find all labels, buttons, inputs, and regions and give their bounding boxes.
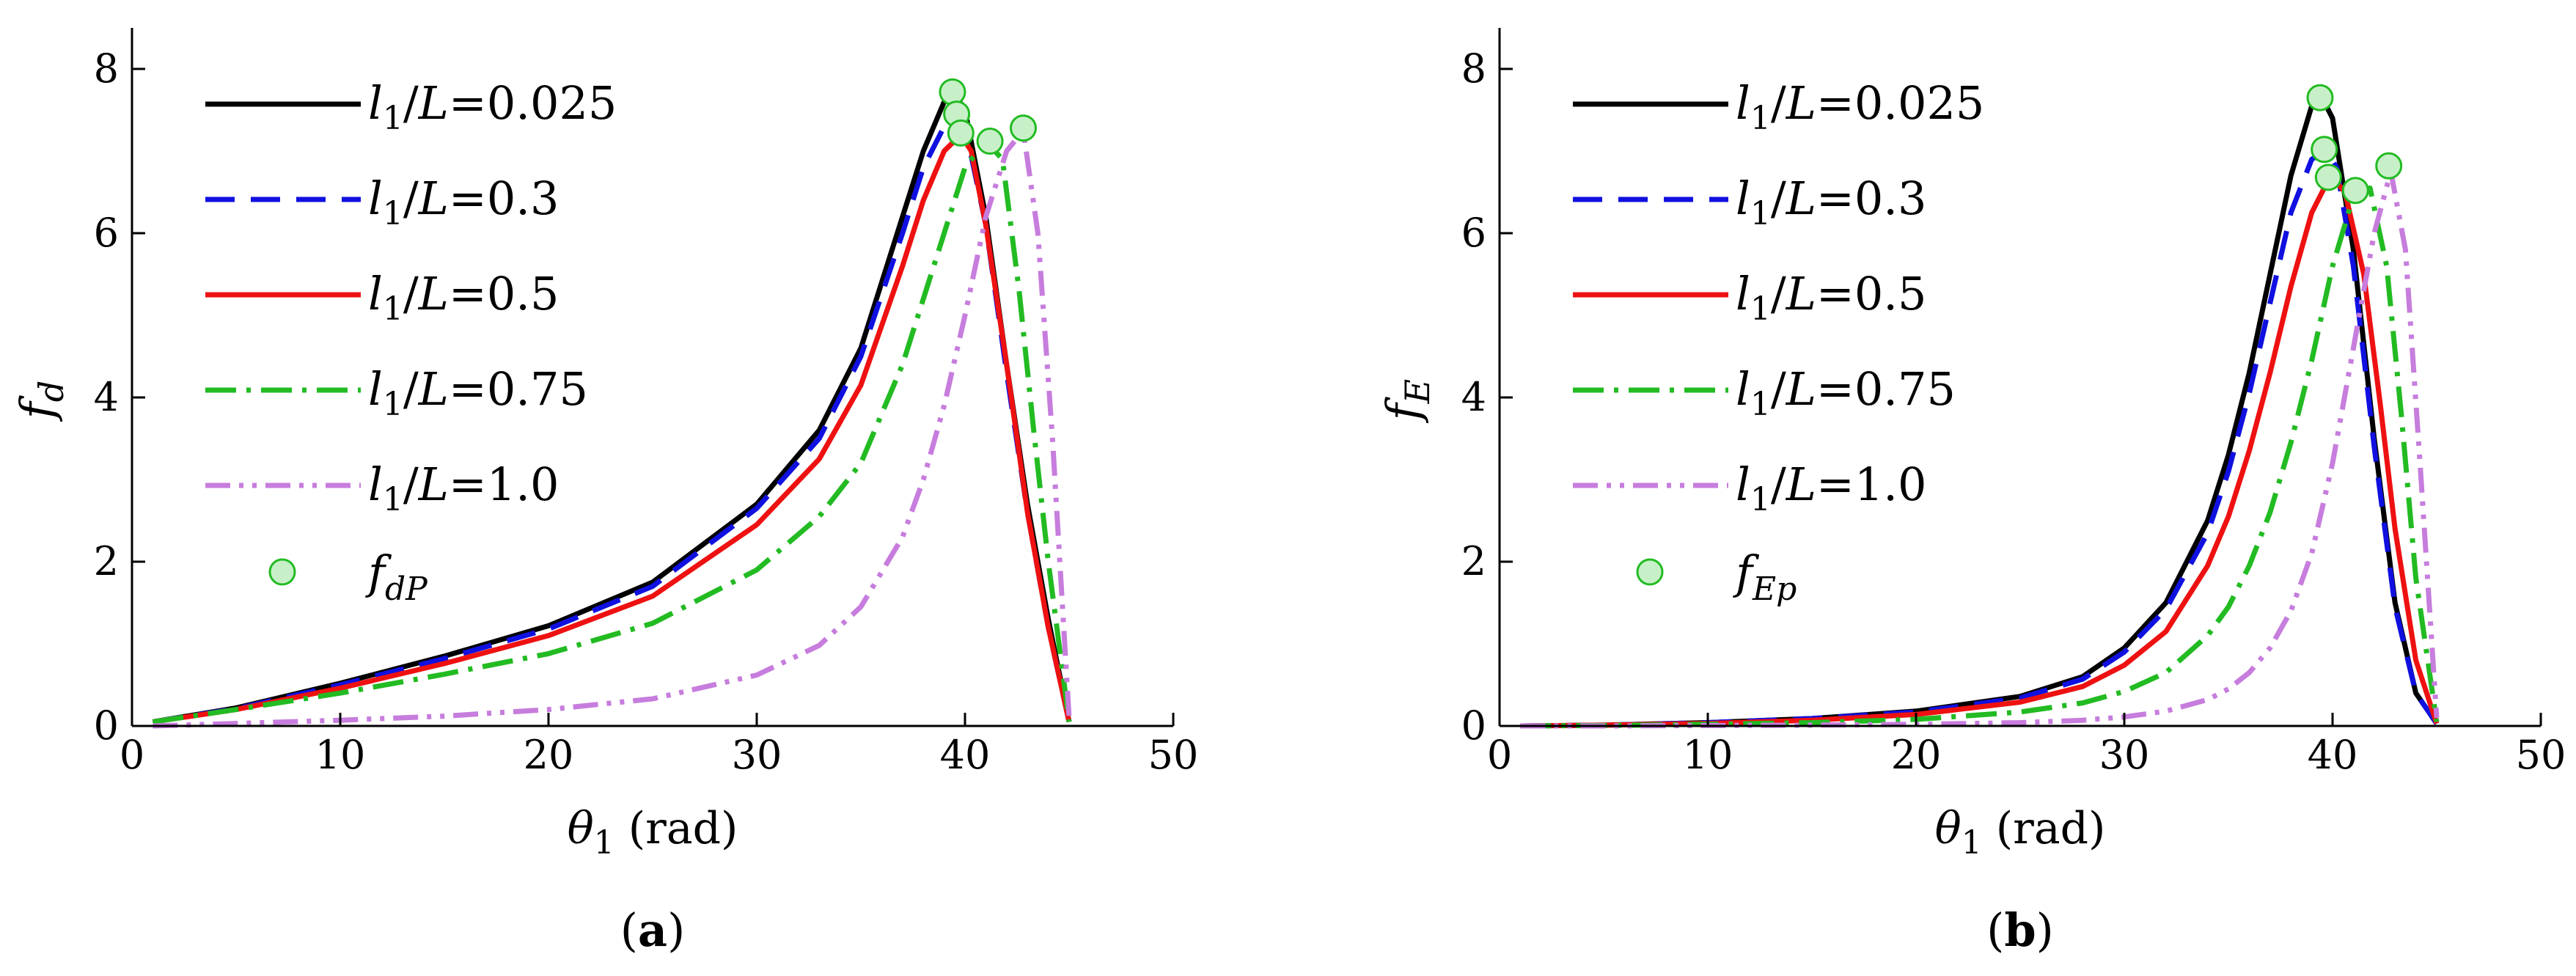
x-tick-label: 10 bbox=[315, 732, 366, 778]
x-tick-label: 50 bbox=[2516, 732, 2566, 778]
y-tick-label: 8 bbox=[1461, 45, 1486, 92]
legend-label: fdP bbox=[365, 546, 428, 608]
x-tick-label: 0 bbox=[120, 732, 144, 778]
legend-label: l1/L=0.5 bbox=[368, 267, 559, 328]
y-tick-label: 2 bbox=[1461, 538, 1486, 584]
legend-a: l1/L=0.025 l1/L=0.3 l1/L=0.5 l1/L=0.75 l1/L=… bbox=[205, 76, 617, 608]
series-layer-b bbox=[1520, 95, 2440, 729]
peaks-layer-b bbox=[2306, 84, 2403, 205]
legend-label: fEp bbox=[1733, 546, 1797, 608]
peak-marker bbox=[2306, 84, 2334, 111]
legend-label: l1/L=1.0 bbox=[368, 458, 559, 518]
x-tick-label: 50 bbox=[1148, 732, 1199, 778]
peak-marker bbox=[976, 128, 1004, 155]
peak-marker bbox=[2341, 177, 2369, 205]
panel-label: (a) bbox=[620, 903, 686, 957]
peaks-layer-a bbox=[939, 78, 1038, 155]
y-axis-label: fE bbox=[1376, 379, 1437, 424]
peak-marker bbox=[947, 119, 975, 147]
legend-label: l1/L=0.3 bbox=[368, 172, 559, 232]
y-tick-label: 6 bbox=[1461, 210, 1486, 256]
y-tick-label: 2 bbox=[94, 538, 119, 584]
series-line-3 bbox=[1520, 173, 2440, 729]
legend-label: l1/L=0.025 bbox=[1736, 76, 1984, 137]
legend-label: l1/L=0.3 bbox=[1736, 172, 1926, 232]
panel-label: (b) bbox=[1986, 903, 2054, 957]
x-axis-label: θ1 (rad) bbox=[568, 803, 738, 862]
series-line-2 bbox=[1520, 148, 2439, 729]
series-line-1 bbox=[152, 91, 1072, 724]
ticks-a: 0 10 20 30 40 50 0 2 4 6 8 bbox=[94, 45, 1199, 778]
x-tick-label: 30 bbox=[732, 732, 782, 778]
x-tick-label: 20 bbox=[524, 732, 574, 778]
x-tick-label: 30 bbox=[2099, 732, 2150, 778]
legend-label: l1/L=0.75 bbox=[368, 362, 588, 423]
series-line-5 bbox=[153, 128, 1072, 729]
peak-marker bbox=[2311, 136, 2338, 164]
y-tick-label: 4 bbox=[1461, 374, 1486, 420]
y-tick-label: 0 bbox=[1461, 702, 1486, 749]
legend-b: l1/L=0.025 l1/L=0.3 l1/L=0.5 l1/L=0.75 l1/L=… bbox=[1573, 76, 1984, 608]
series-line-2 bbox=[152, 115, 1072, 724]
legend-marker bbox=[268, 558, 296, 586]
legend-label: l1/L=0.5 bbox=[1736, 267, 1926, 328]
x-tick-label: 10 bbox=[1683, 732, 1733, 778]
series-line-5 bbox=[1520, 169, 2440, 729]
peak-marker bbox=[2314, 164, 2342, 191]
peak-marker bbox=[939, 78, 966, 106]
x-axis-label: θ1 (rad) bbox=[1935, 803, 2106, 862]
series-layer-a bbox=[152, 91, 1072, 729]
y-tick-label: 6 bbox=[94, 210, 119, 256]
x-tick-label: 40 bbox=[940, 732, 991, 778]
axes-b bbox=[1498, 28, 2541, 727]
y-tick-label: 8 bbox=[94, 45, 119, 92]
peak-marker bbox=[1010, 114, 1038, 142]
legend-label: l1/L=0.75 bbox=[1736, 362, 1956, 423]
peak-marker bbox=[2375, 152, 2403, 180]
series-line-4 bbox=[1520, 185, 2440, 729]
y-axis-label: fd bbox=[10, 381, 71, 422]
legend-label: l1/L=0.025 bbox=[368, 76, 617, 137]
legend-marker bbox=[1636, 558, 1664, 586]
x-tick-label: 40 bbox=[2308, 732, 2358, 778]
axes-a bbox=[131, 28, 1173, 727]
ticks-b: 0 10 20 30 40 50 0 2 4 6 8 bbox=[1461, 45, 2566, 778]
series-line-3 bbox=[152, 132, 1072, 724]
y-tick-label: 4 bbox=[94, 374, 119, 420]
x-tick-label: 20 bbox=[1891, 732, 1942, 778]
y-tick-label: 0 bbox=[94, 702, 119, 749]
legend-label: l1/L=1.0 bbox=[1736, 458, 1926, 518]
x-tick-label: 0 bbox=[1487, 732, 1512, 778]
series-line-4 bbox=[152, 139, 1072, 724]
